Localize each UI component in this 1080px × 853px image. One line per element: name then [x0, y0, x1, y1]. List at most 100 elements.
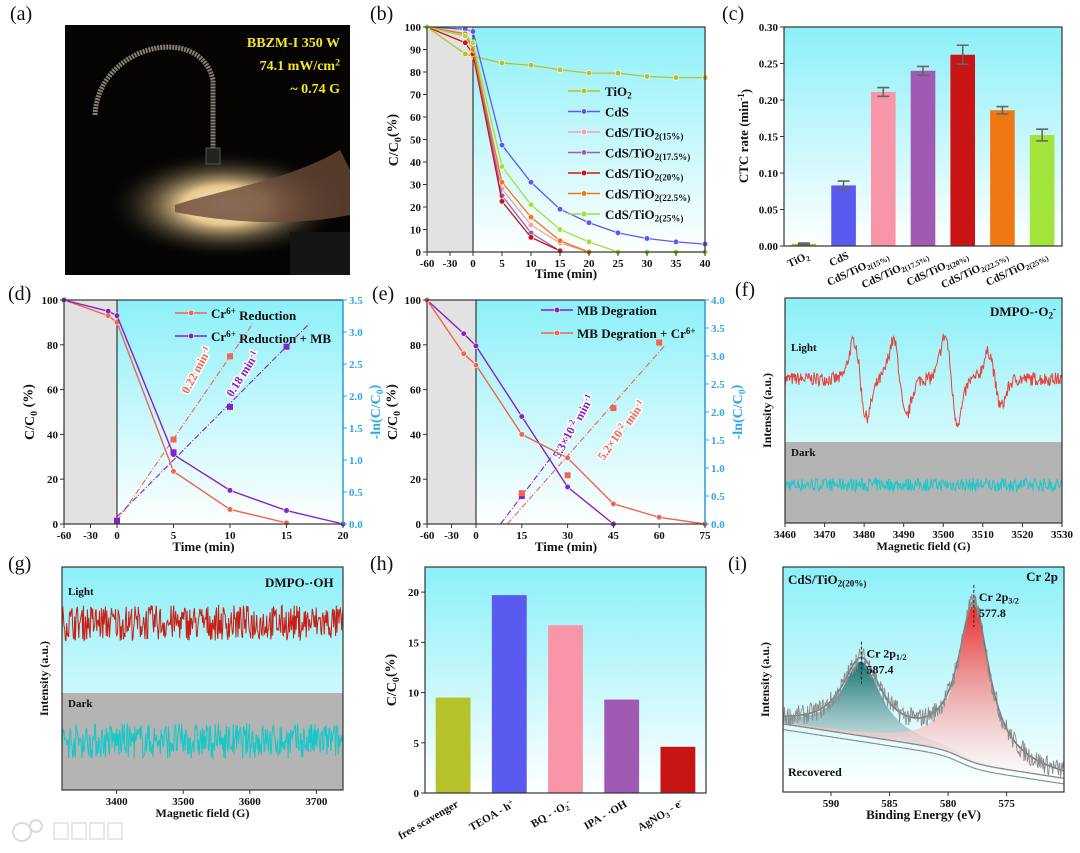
data-point [469, 28, 477, 35]
fit-line [500, 427, 575, 525]
photo-annotation: BBZM-I 350 W [247, 36, 340, 51]
data-point [643, 73, 651, 80]
y-tick-label: 80 [47, 340, 59, 352]
category-label: TiO2 [786, 250, 812, 272]
x-tick-label: 3510 [972, 529, 995, 541]
x-tick-label: 3600 [239, 796, 262, 808]
peak-fill-2p3-2 [783, 604, 1064, 779]
y-tick-label: 40 [47, 429, 59, 441]
panel-label: (i) [728, 553, 747, 575]
y-axis-label: Intensity (a.u.) [758, 642, 772, 717]
error-bar [996, 105, 1009, 115]
sample-label: CdS/TiO2(20%) [788, 572, 866, 589]
watermark-glyph [53, 822, 69, 840]
spectrum-title: Cr 2p [1026, 569, 1058, 584]
ln-data-point [518, 490, 525, 497]
y-tick-label: 100 [42, 295, 59, 307]
watermark-glyph [71, 822, 87, 840]
data-point [527, 234, 535, 241]
plot-frame [424, 566, 707, 794]
y-tick-label: 0.30 [759, 22, 779, 34]
trace-label-light: Light [791, 342, 817, 354]
y2-tick-label: 3.5 [349, 295, 363, 307]
x-tick-label: 45 [608, 530, 620, 542]
x-axis-label: Magnetic field (G) [877, 539, 971, 553]
ln-data-point [610, 405, 617, 412]
y-tick-label: 0.20 [759, 95, 779, 107]
legend-label: Cr6+ Reduction + MB [211, 329, 331, 346]
ln-data-point [114, 517, 120, 524]
y-tick-label: 0 [416, 519, 422, 531]
data-point [656, 514, 663, 521]
x-tick-label: 30 [642, 258, 654, 270]
category-label: AgNO3 - e- [635, 796, 687, 835]
y2-tick-label: 2.5 [349, 359, 363, 371]
x-tick-label: 575 [998, 798, 1015, 810]
bar [870, 91, 896, 246]
series-line [63, 299, 287, 524]
x-tick-label: 585 [881, 798, 898, 810]
legend-marker [553, 329, 561, 337]
x-tick-label: 40 [700, 258, 712, 270]
legend-label: Cr6+ Reduction [211, 306, 297, 323]
fit-line [506, 344, 666, 525]
data-point [585, 70, 593, 77]
x-tick-label: 15 [516, 530, 528, 542]
data-point [460, 350, 467, 357]
y-axis-label: Intensity (a.u.) [760, 373, 774, 448]
bar [950, 54, 976, 246]
legend-marker [553, 306, 561, 314]
category-label: IPA - ·OH [582, 798, 629, 832]
x-tick-label: 3470 [814, 529, 837, 541]
data-point [527, 221, 535, 229]
data-point [472, 342, 480, 350]
x-tick-label: 3500 [932, 529, 955, 541]
data-point [527, 62, 535, 69]
data-point [170, 468, 177, 475]
error-bar [837, 180, 850, 191]
bar [491, 595, 527, 793]
x-tick-label: 5 [171, 530, 177, 542]
x-axis-label: Time (min) [535, 266, 597, 281]
spectrum-title: DMPO-·O2- [990, 304, 1056, 321]
gooseneck-icon [92, 44, 216, 150]
legend-label: CdS/TiO2(17.5%) [605, 146, 690, 163]
plot-frame [61, 566, 344, 791]
data-point [556, 226, 564, 233]
x-tick-label: 30 [562, 530, 574, 542]
legend-label: CdS/TiO2(20%) [605, 166, 683, 183]
y-tick-label: 0.00 [759, 241, 779, 253]
error-bar [877, 86, 890, 98]
data-point [462, 32, 469, 40]
raw-spectrum [782, 594, 1065, 778]
data-point [672, 238, 680, 245]
data-point [585, 219, 593, 226]
data-point [226, 487, 234, 494]
x-tick-label: 0 [473, 530, 479, 542]
y-tick-label: 10 [408, 688, 420, 700]
y2-tick-label: 0.0 [349, 519, 363, 531]
x-tick-label: 15 [555, 258, 567, 270]
legend-marker [187, 309, 195, 317]
y-tick-label: 90 [410, 45, 422, 57]
legend-marker [580, 210, 588, 218]
data-point [518, 431, 525, 438]
data-point [614, 229, 622, 236]
data-point [527, 214, 535, 221]
plot-frame [784, 297, 1063, 524]
x-tick-label: 3520 [1011, 529, 1034, 541]
dark-region [427, 300, 476, 524]
dark-trace [61, 723, 344, 760]
x-tick-label: 15 [281, 530, 293, 542]
y2-tick-label: 3.5 [711, 323, 725, 335]
legend-marker [580, 108, 588, 115]
x-tick-label: -30 [83, 530, 98, 542]
data-point [469, 39, 477, 46]
watermark-glyph [107, 822, 123, 840]
x-tick-label: 25 [613, 258, 625, 270]
hand-shape [175, 150, 350, 223]
y-tick-label: 20 [408, 587, 420, 599]
y-tick-label: 0 [53, 519, 59, 531]
x-tick-label: 0 [114, 530, 120, 542]
